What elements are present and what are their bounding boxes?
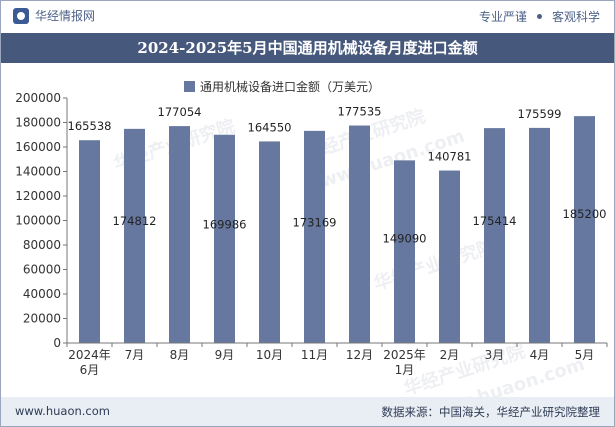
x-tick-label: 3月 (485, 348, 505, 362)
data-label: 165538 (68, 119, 112, 133)
brand-name: 华经情报网 (35, 9, 96, 23)
legend-label: 通用机械设备进口金额（万美元） (200, 79, 380, 94)
y-tick-label: 180000 (15, 116, 61, 130)
x-tick-label: 1月 (395, 363, 415, 377)
bullet-icon (536, 14, 542, 19)
x-tick-label: 4月 (530, 348, 550, 362)
data-source: 数据来源：中国海关，华经产业研究院整理 (381, 405, 601, 419)
bars: 165538 174812 177054 169986 164550 173169 1775… (68, 105, 607, 343)
y-tick-label: 80000 (23, 238, 61, 252)
y-tick-label: 200000 (15, 91, 61, 105)
bar (214, 134, 235, 343)
data-label: 185200 (563, 207, 607, 221)
data-label: 174812 (113, 214, 157, 228)
y-tick-label: 40000 (23, 287, 61, 301)
x-tick-label: 9月 (215, 348, 235, 362)
bar (79, 140, 100, 343)
y-tick-label: 160000 (15, 140, 61, 154)
x-tick-label: 2024年 (68, 348, 111, 362)
y-tick-label: 140000 (15, 165, 61, 179)
bar (124, 128, 145, 343)
data-label: 177054 (158, 105, 202, 119)
logo-icon (13, 7, 29, 24)
x-tick-label: 5月 (575, 348, 595, 362)
bar (574, 116, 595, 343)
x-tick-label: 6月 (80, 363, 100, 377)
bar (484, 128, 505, 343)
bar (394, 160, 415, 343)
legend: 通用机械设备进口金额（万美元） (184, 79, 380, 94)
data-label: 149090 (383, 232, 427, 246)
y-tick-label: 20000 (23, 312, 61, 326)
bar-chart: 通用机械设备进口金额（万美元） 0 20000 40000 60000 80000 100… (15, 79, 608, 377)
x-tick-label: 8月 (170, 348, 190, 362)
footer: www.huaon.com 数据来源：中国海关，华经产业研究院整理 (1, 397, 614, 426)
data-label: 140781 (428, 150, 472, 164)
data-label: 177535 (338, 105, 382, 119)
bar (349, 125, 370, 343)
x-tick-label: 2月 (440, 348, 460, 362)
data-label: 175599 (518, 107, 562, 121)
data-label: 169986 (203, 217, 247, 231)
y-tick-label: 60000 (23, 263, 61, 277)
bar (304, 130, 325, 343)
footer-url[interactable]: www.huaon.com (15, 404, 110, 418)
bar (169, 126, 190, 343)
x-tick-label: 11月 (301, 348, 328, 362)
y-axis: 0 20000 40000 60000 80000 100000 120000 140000 1… (15, 91, 68, 350)
top-bar: 华经情报网 专业严谨 客观科学 (1, 1, 614, 31)
x-tick-label: 7月 (125, 348, 145, 362)
slogan: 专业严谨 客观科学 (479, 8, 600, 25)
slogan-right: 客观科学 (551, 10, 600, 24)
x-tick-label: 12月 (346, 348, 373, 362)
bar (259, 141, 280, 343)
y-tick-label: 120000 (15, 189, 61, 203)
data-label: 173169 (293, 215, 337, 229)
y-tick-label: 0 (53, 336, 61, 350)
chart-title: 2024-2025年5月中国通用机械设备月度进口金额 (1, 33, 614, 63)
slogan-left: 专业严谨 (478, 10, 527, 24)
data-label: 175414 (473, 214, 517, 228)
brand[interactable]: 华经情报网 (13, 7, 95, 24)
legend-swatch (184, 81, 195, 92)
bar (529, 127, 550, 343)
x-tick-label: 2025年 (383, 348, 426, 362)
data-label: 164550 (248, 120, 292, 134)
x-tick-label: 10月 (256, 348, 283, 362)
y-tick-label: 100000 (15, 214, 61, 228)
bar (439, 170, 460, 343)
